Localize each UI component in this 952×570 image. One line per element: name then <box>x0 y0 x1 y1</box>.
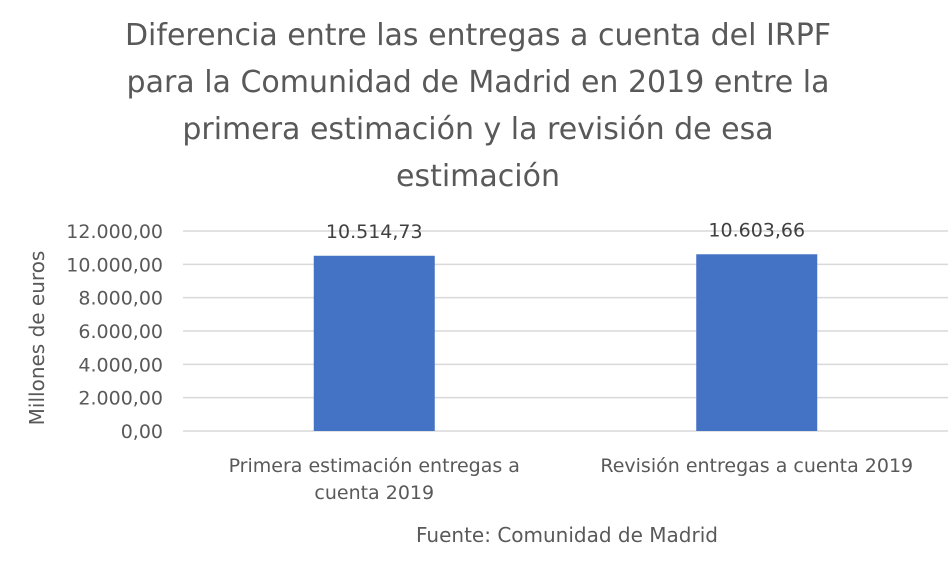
chart-title-line: Diferencia entre las entregas a cuenta d… <box>125 18 831 53</box>
chart-title: Diferencia entre las entregas a cuenta d… <box>125 18 831 194</box>
x-tick-label: cuenta 2019 <box>314 482 434 504</box>
x-tick-label: Revisión entregas a cuenta 2019 <box>600 455 913 477</box>
y-axis-ticks: 0,00 2.000,00 4.000,00 6.000,00 8.000,00 10.0… <box>66 221 163 443</box>
y-tick-label: 2.000,00 <box>78 388 163 410</box>
data-labels: 10.514,73 10.603,66 <box>326 219 805 242</box>
chart-title-line: primera estimación y la revisión de esa <box>182 112 773 147</box>
y-tick-label: 10.000,00 <box>66 254 163 276</box>
y-tick-label: 4.000,00 <box>78 354 163 376</box>
gridlines <box>183 230 948 432</box>
x-tick-label: Primera estimación entregas a <box>229 455 520 477</box>
y-tick-label: 0,00 <box>121 421 163 443</box>
chart-title-line: para la Comunidad de Madrid en 2019 entr… <box>127 65 830 100</box>
data-label: 10.603,66 <box>708 219 805 241</box>
chart-title-line: estimación <box>396 159 560 194</box>
y-tick-label: 6.000,00 <box>78 321 163 343</box>
y-tick-label: 8.000,00 <box>78 288 163 310</box>
x-axis-labels: Primera estimación entregas a cuenta 2019… <box>229 455 914 504</box>
bar <box>696 254 818 431</box>
y-axis-title: Millones de euros <box>25 251 49 426</box>
source-note: Fuente: Comunidad de Madrid <box>416 523 718 547</box>
bar <box>313 255 435 431</box>
data-label: 10.514,73 <box>326 221 423 243</box>
y-tick-label: 12.000,00 <box>66 221 163 243</box>
bars <box>313 254 818 431</box>
